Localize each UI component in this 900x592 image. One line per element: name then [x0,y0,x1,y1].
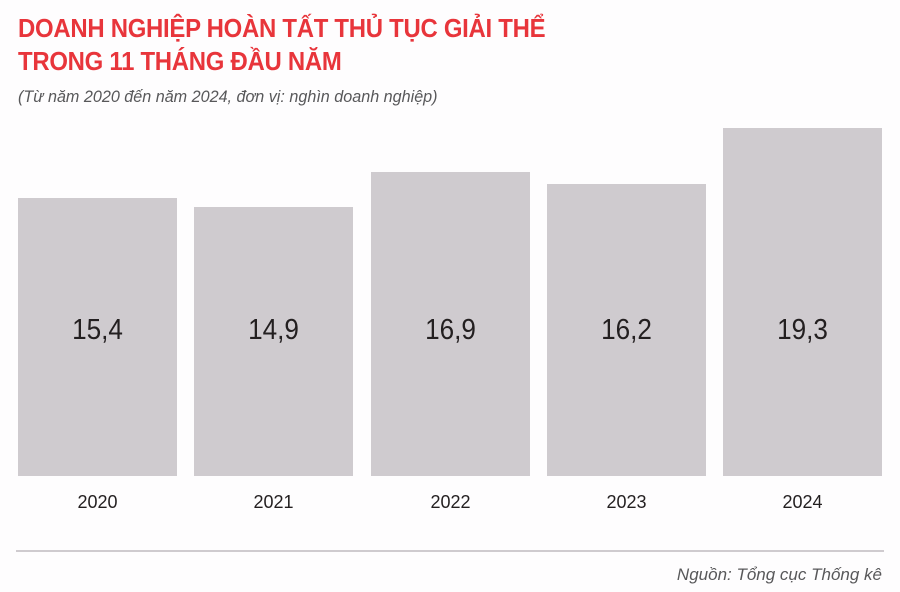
x-tick-2024: 2024 [782,492,823,512]
bar-2024 [723,128,882,476]
x-tick-2021: 2021 [253,492,294,512]
chart-subtitle: (Từ năm 2020 đến năm 2024, đơn vị: nghìn… [18,87,438,106]
bar-2022 [371,172,530,476]
x-tick-2020: 2020 [77,492,118,512]
footer-divider [16,550,884,552]
chart-title: DOANH NGHIỆP HOÀN TẤT THỦ TỤC GIẢI THỂ T… [18,12,546,78]
bar-2020 [18,198,177,476]
value-label-2023: 16,2 [601,314,652,346]
bar-2023 [547,184,706,476]
value-label-2022: 16,9 [425,314,476,346]
x-tick-2023: 2023 [606,492,647,512]
chart-title-line1: DOANH NGHIỆP HOÀN TẤT THỦ TỤC GIẢI THỂ [18,13,546,43]
value-label-2021: 14,9 [248,314,299,346]
x-tick-2022: 2022 [430,492,471,512]
value-label-2020: 15,4 [72,314,123,346]
source-note: Nguồn: Tổng cục Thống kê [676,565,882,584]
value-label-2024: 19,3 [777,314,828,346]
chart-title-line2: TRONG 11 THÁNG ĐẦU NĂM [18,46,342,76]
bar-2021 [194,207,353,476]
